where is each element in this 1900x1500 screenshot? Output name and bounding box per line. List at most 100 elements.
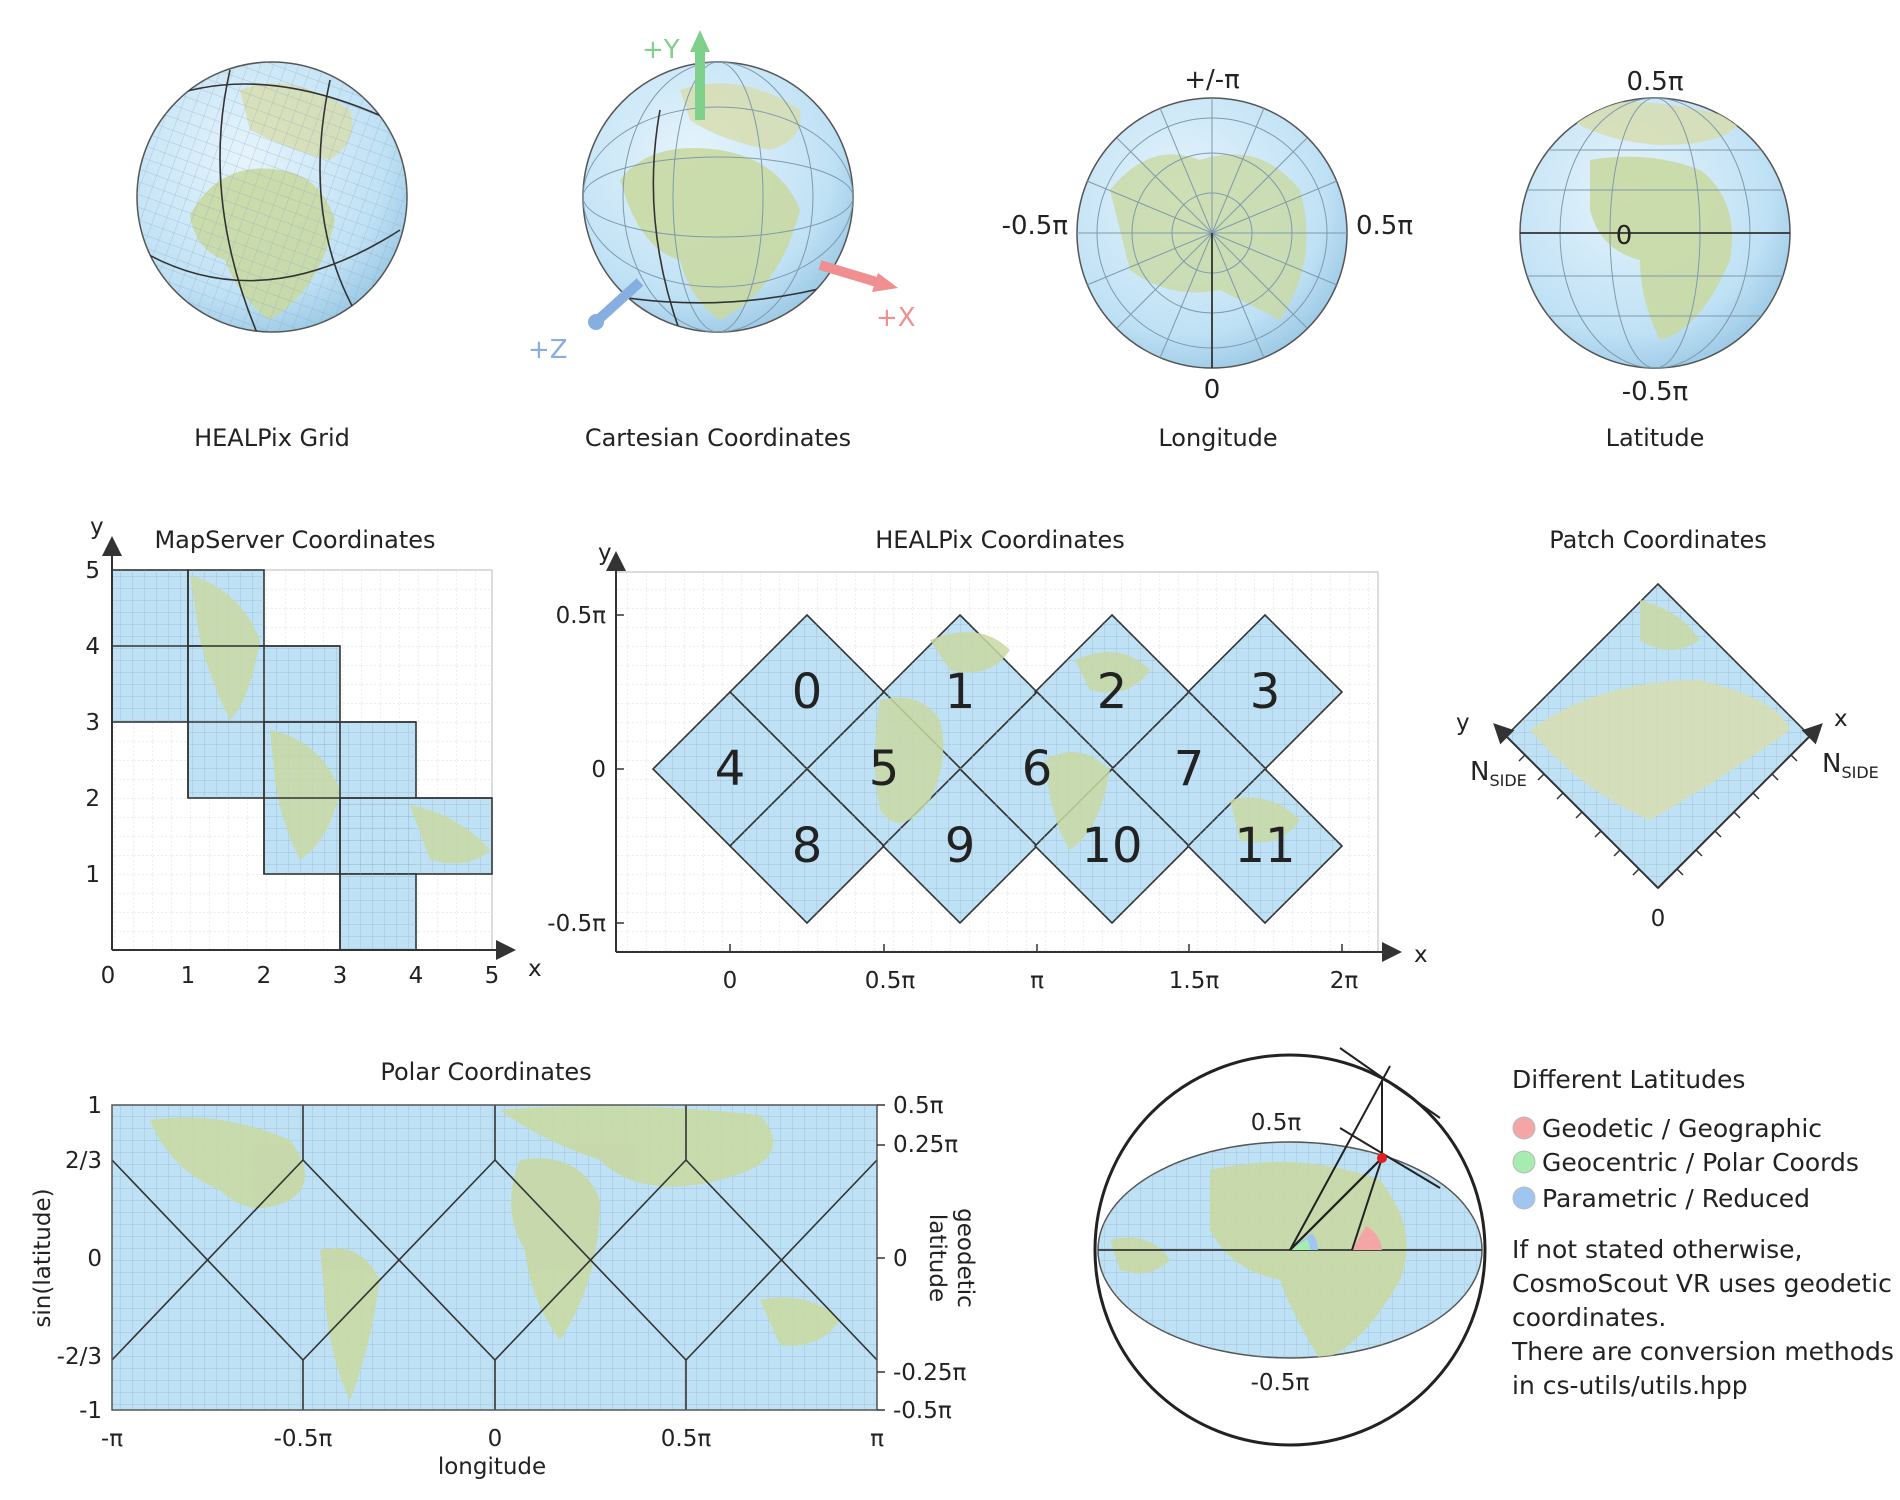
legend-title: Different Latitudes: [1512, 1065, 1745, 1094]
mapserver-x-tick: 3: [333, 963, 348, 989]
polar-y-left-tick: -2/3: [57, 1344, 102, 1370]
face-label: 0: [792, 664, 823, 720]
patch-coordinates-plot: Patch Coordinates x y NSIDE NSIDE 0: [1456, 526, 1879, 932]
legend-item-parametric: Parametric / Reduced: [1512, 1184, 1810, 1213]
polar-y-right-tick: -0.25π: [893, 1360, 967, 1386]
face-label: 1: [945, 664, 976, 720]
mapserver-y-tick: 3: [85, 710, 100, 736]
face-label: 4: [715, 741, 746, 797]
latitude-diagram-top-label: 0.5π: [1251, 1110, 1302, 1136]
latitude-top-label: 0.5π: [1626, 67, 1683, 97]
globe-longitude: +/-π -0.5π 0.5π 0: [1002, 65, 1413, 405]
latitude-legend: Different Latitudes Geodetic / Geographi…: [1511, 1065, 1894, 1400]
polar-x-axis-label: longitude: [438, 1454, 546, 1480]
axis-y-label: +Y: [642, 35, 680, 65]
mapserver-y-tick: 5: [85, 558, 100, 584]
longitude-top-label: +/-π: [1184, 65, 1240, 95]
face-label: 11: [1234, 818, 1295, 874]
healpix-x-tick: 0.5π: [865, 968, 916, 994]
healpix-y-tick: -0.5π: [547, 911, 606, 937]
polar-y-left-axis-label: sin(latitude): [30, 1188, 56, 1327]
latitude-note: If not stated otherwise, CosmoScout VR u…: [1511, 1235, 1894, 1400]
note-line: in cs-utils/utils.hpp: [1512, 1371, 1748, 1400]
healpix-coordinates-plot: HEALPix Coordinates: [547, 526, 1427, 994]
mapserver-y-tick: 2: [85, 786, 100, 812]
nside-symbol: N: [1822, 749, 1841, 779]
polar-coordinates-plot: Polar Coordinates: [30, 1058, 978, 1480]
mapserver-y-tick: 1: [85, 862, 100, 888]
longitude-bottom-label: 0: [1204, 375, 1221, 405]
mapserver-x-tick: 1: [181, 963, 196, 989]
mapserver-y-axis-label: y: [90, 514, 104, 540]
longitude-right-label: 0.5π: [1356, 211, 1413, 241]
caption-cartesian: Cartesian Coordinates: [585, 424, 851, 452]
caption-latitude: Latitude: [1606, 424, 1705, 452]
face-label: 3: [1250, 664, 1281, 720]
mapserver-x-axis-label: x: [528, 956, 542, 982]
latitude-diagram-bottom-label: -0.5π: [1251, 1370, 1310, 1396]
nside-symbol: N: [1470, 757, 1489, 787]
polar-x-tick: 0: [488, 1426, 503, 1452]
healpix-y-tick: 0: [591, 757, 606, 783]
legend-label-geocentric: Geocentric / Polar Coords: [1542, 1148, 1859, 1177]
globe-cartesian: +Y +X +Z: [528, 30, 916, 365]
polar-y-right-tick: 0.25π: [893, 1132, 958, 1158]
legend-swatch-geodetic: [1512, 1116, 1536, 1140]
longitude-left-label: -0.5π: [1002, 211, 1068, 241]
legend-swatch-parametric: [1512, 1186, 1536, 1210]
latitude-center-label: 0: [1616, 221, 1633, 251]
mapserver-title: MapServer Coordinates: [154, 526, 435, 554]
polar-x-tick: -π: [101, 1426, 123, 1452]
healpix-x-tick: π: [1030, 968, 1044, 994]
healpix-y-axis-label: y: [598, 540, 612, 566]
patch-x-axis-label: x: [1834, 706, 1848, 732]
face-label: 7: [1174, 741, 1205, 797]
polar-y-left-tick: -1: [79, 1398, 102, 1424]
patch-nside-right: NSIDE: [1822, 749, 1879, 782]
caption-healpix-grid: HEALPix Grid: [194, 424, 350, 452]
polar-y-right-axis-label-1: geodetic: [952, 1208, 978, 1308]
polar-x-tick: 0.5π: [661, 1426, 712, 1452]
polar-y-right-tick: -0.5π: [893, 1398, 952, 1424]
mapserver-x-tick: 4: [409, 963, 424, 989]
note-line: If not stated otherwise,: [1512, 1235, 1803, 1264]
polar-x-tick: π: [870, 1426, 884, 1452]
healpix-y-tick: 0.5π: [556, 603, 607, 629]
mapserver-x-tick: 2: [257, 963, 272, 989]
patch-coordinates-title: Patch Coordinates: [1549, 526, 1767, 554]
healpix-x-tick: 2π: [1330, 968, 1359, 994]
mapserver-plot: MapServer Coordinates: [85, 514, 541, 989]
face-label: 10: [1081, 818, 1142, 874]
latitude-types-diagram: 0.5π -0.5π: [1093, 1047, 1487, 1447]
face-label: 6: [1022, 741, 1053, 797]
patch-nside-left: NSIDE: [1470, 757, 1527, 790]
globe-latitude: 0.5π 0 -0.5π: [1519, 67, 1791, 407]
polar-y-right-axis-label-2: latitude: [924, 1214, 950, 1302]
mapserver-x-tick: 0: [101, 963, 116, 989]
note-line: There are conversion methods: [1511, 1337, 1894, 1366]
legend-label-parametric: Parametric / Reduced: [1542, 1184, 1810, 1213]
face-label: 2: [1097, 664, 1128, 720]
healpix-x-tick: 1.5π: [1169, 968, 1220, 994]
note-line: CosmoScout VR uses geodetic: [1512, 1269, 1892, 1298]
face-label: 5: [869, 741, 900, 797]
face-label: 8: [792, 818, 823, 874]
polar-y-left-tick: 2/3: [65, 1148, 102, 1174]
polar-x-tick: -0.5π: [274, 1426, 333, 1452]
patch-y-axis-label: y: [1456, 710, 1470, 736]
caption-longitude: Longitude: [1158, 424, 1277, 452]
healpix-x-axis-label: x: [1414, 942, 1428, 968]
face-label: 9: [945, 818, 976, 874]
patch-origin-label: 0: [1651, 906, 1666, 932]
axis-z-label: +Z: [528, 335, 568, 365]
latitude-bottom-label: -0.5π: [1622, 377, 1688, 407]
polar-y-left-tick: 1: [87, 1093, 102, 1119]
healpix-coordinates-title: HEALPix Coordinates: [875, 526, 1125, 554]
polar-y-left-tick: 0: [87, 1246, 102, 1272]
polar-coordinates-title: Polar Coordinates: [380, 1058, 591, 1086]
legend-label-geodetic: Geodetic / Geographic: [1542, 1114, 1822, 1143]
legend-swatch-geocentric: [1512, 1150, 1536, 1174]
nside-subscript: SIDE: [1841, 763, 1878, 782]
globe-healpix: [136, 61, 408, 333]
